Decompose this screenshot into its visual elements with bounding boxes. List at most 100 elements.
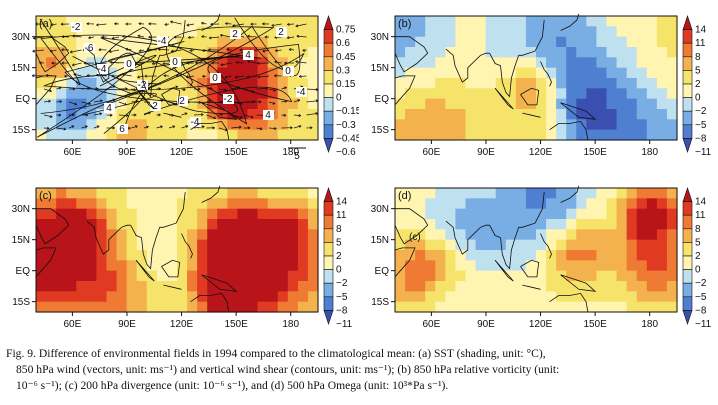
field-cell [177, 270, 188, 282]
wind-arrow-head [257, 61, 260, 65]
field-cell [495, 57, 507, 69]
colorbar-cell [323, 269, 334, 284]
lon-tick-label: 150E [583, 319, 607, 330]
wind-arrow-head [184, 112, 188, 116]
shaded-field [395, 16, 678, 141]
field-cell [556, 219, 567, 230]
field-cell [546, 208, 557, 220]
field-cell [646, 208, 658, 220]
field-cell [166, 270, 178, 282]
field-cell [415, 229, 426, 241]
wind-arrow-head [71, 125, 75, 129]
field-cell [435, 208, 446, 220]
field-cell [606, 109, 618, 120]
wind-arrow-head [295, 60, 298, 64]
field-cell [646, 270, 658, 282]
contour-label: -4 [297, 87, 306, 98]
field-cell [515, 291, 527, 303]
wind-arrow [306, 100, 319, 103]
field-cell [626, 47, 638, 58]
field-cell [596, 119, 608, 131]
wind-arrow-head [163, 74, 167, 78]
caption-line-3: 10⁻⁶ s⁻¹); (c) 200 hPa divergence (unit:… [16, 379, 449, 392]
field-cell [177, 239, 188, 251]
field-cell [546, 239, 557, 251]
field-cell [126, 291, 138, 303]
field-cell [536, 301, 547, 313]
field-cell [66, 36, 77, 48]
field-cell [156, 47, 168, 58]
field-cell [435, 250, 446, 261]
wind-arrow [236, 62, 245, 64]
field-cell [455, 229, 467, 241]
wind-arrow-head [137, 34, 141, 38]
field-cell [36, 208, 47, 220]
field-cell [576, 47, 587, 58]
wind-arrow-head [189, 48, 193, 52]
panel-label: (c) [39, 190, 52, 202]
field-cell [116, 239, 128, 251]
coastlines [35, 13, 238, 141]
field-cell [465, 260, 477, 272]
wind-arrow-head [283, 113, 287, 117]
field-cell [76, 291, 87, 303]
field-cell [495, 36, 507, 48]
field-cell [505, 219, 517, 230]
field-cell [435, 239, 446, 251]
field-cell [606, 198, 618, 210]
field-cell [495, 109, 507, 120]
coastline-segment [394, 208, 429, 245]
field-cell [395, 47, 406, 58]
field-cell [556, 250, 567, 261]
field-cell [646, 16, 658, 27]
field-cell [76, 36, 87, 48]
colorbar-cell [323, 29, 334, 44]
wind-arrow-head [188, 35, 191, 39]
field-cell [455, 119, 467, 131]
field-cell [546, 198, 557, 210]
contour-label: 0 [285, 66, 291, 77]
field-cell [626, 67, 638, 79]
field-cell [556, 198, 567, 210]
panel-a: -2 0 2 2 0 4 -4 0 4 -6 -2 -4 4 -4 6 0 -2 2 -4 2 5 60E 90E 120E 1… [0, 0, 359, 170]
field-cell [187, 88, 198, 100]
field-cell [187, 260, 198, 272]
field-cell [227, 98, 239, 110]
field-cell [586, 47, 598, 58]
wind-arrow-head [283, 86, 287, 90]
coastline-segment [161, 259, 181, 278]
field-cell [156, 198, 168, 210]
field-cell [636, 98, 648, 110]
field-cell [267, 239, 279, 251]
colorbar-label: 0 [695, 265, 701, 276]
field-cell [197, 301, 208, 313]
field-cell [475, 250, 487, 261]
field-cell [56, 26, 67, 38]
colorbar-cell [323, 42, 334, 58]
field-cell [515, 219, 527, 230]
field-cell [525, 78, 537, 89]
wind-arrow [274, 61, 282, 64]
field-cell [227, 260, 239, 272]
field-cell [217, 98, 228, 110]
coastline-segment [130, 192, 186, 270]
field-cell [626, 16, 638, 27]
field-cell [546, 188, 557, 199]
field-cell [475, 281, 487, 292]
field-cell [187, 291, 198, 303]
field-cell [297, 119, 309, 131]
lon-tick-label: 180 [641, 319, 658, 330]
panel-b: 60E 90E 120E 150E 180 30N 15N EQ 15S 14 11 8 5 2 0 −2 −5… [359, 0, 718, 170]
colorbar-label: 2 [695, 251, 701, 262]
colorbar-cell [682, 42, 693, 58]
field-cell [525, 16, 537, 27]
wind-arrow [168, 125, 176, 129]
colorbar-cell [323, 56, 334, 71]
field-cell [257, 109, 269, 120]
field-cell [626, 239, 638, 251]
field-cell [227, 291, 239, 303]
field-cell [626, 270, 638, 282]
field-cell [525, 26, 537, 38]
wind-arrow-head [299, 74, 302, 78]
field-cell [576, 260, 587, 272]
